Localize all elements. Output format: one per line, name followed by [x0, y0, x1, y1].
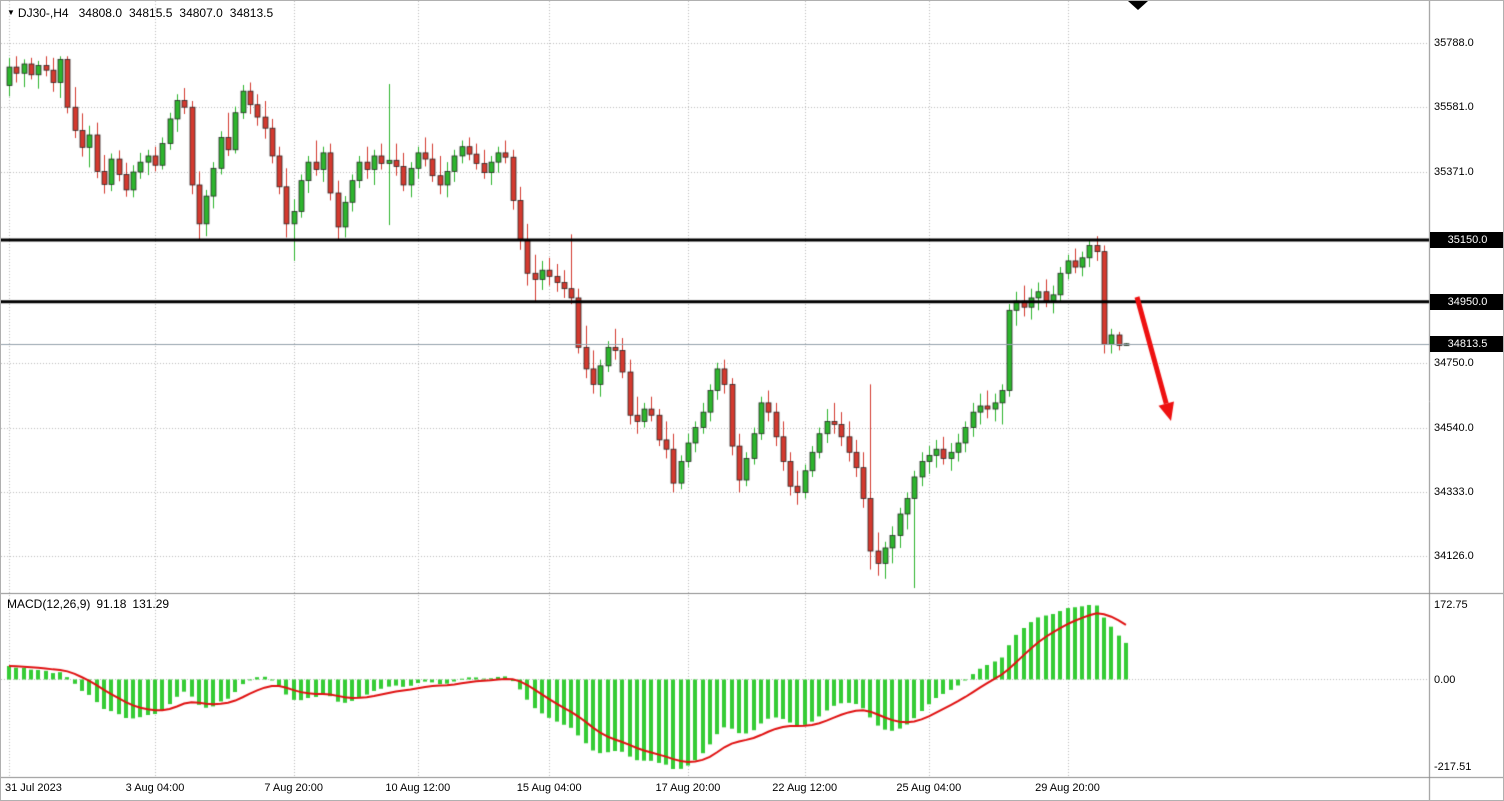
- hline-price-badge[interactable]: 35150.0: [1430, 231, 1503, 248]
- ohlc-open: 34808.0: [78, 6, 122, 20]
- time-tick-label: 15 Aug 04:00: [516, 782, 582, 794]
- symbol-timeframe-label: DJ30-,H4: [17, 6, 69, 20]
- time-tick-label: 17 Aug 20:00: [655, 782, 721, 794]
- price-tick-label: 34333.0: [1434, 486, 1474, 499]
- price-tick-label: 35371.0: [1434, 165, 1474, 178]
- price-tick-label: 35788.0: [1434, 37, 1474, 49]
- price-tick-label: 35581.0: [1434, 100, 1474, 113]
- ohlc-high: 34815.5: [129, 6, 173, 20]
- time-axis[interactable]: 31 Jul 2023 3 Aug 04:00 7 Aug 20:00 10 Aug …: [1, 780, 1429, 800]
- macd-axis-label-bottom: -217.51: [1434, 761, 1472, 773]
- time-tick-label: 22 Aug 12:00: [772, 782, 838, 794]
- chart-ohlc-info: ▼ DJ30-,H4 34808.0 34815.5 34807.0 34813.5: [7, 6, 280, 20]
- time-tick-label: 7 Aug 20:00: [264, 782, 324, 794]
- time-tick-label: 25 Aug 04:00: [896, 782, 962, 794]
- macd-axis-label-top: 172.75: [1434, 599, 1468, 611]
- macd-axis-label-zero: 0.00: [1434, 673, 1456, 686]
- price-tick-label: 34540.0: [1434, 422, 1474, 435]
- current-price-badge: 34813.5: [1430, 335, 1503, 352]
- macd-title: MACD(12,26,9): [7, 597, 91, 611]
- price-tick-label: 34126.0: [1434, 549, 1474, 562]
- hline-price-badge[interactable]: 34950.0: [1430, 293, 1503, 310]
- price-tick-label: 34750.0: [1434, 357, 1474, 370]
- ohlc-close: 34813.5: [229, 6, 274, 20]
- chart-shift-marker: [1128, 1, 1148, 10]
- price-axis[interactable]: 35788.0 35581.0 35371.0 34750.0 34540.0 34333…: [1430, 1, 1503, 800]
- time-tick-label: 10 Aug 12:00: [385, 782, 451, 794]
- macd-value: 91.18: [96, 597, 127, 611]
- macd-indicator-label: MACD(12,26,9) 91.18 131.29: [7, 597, 169, 611]
- macd-signal-value: 131.29: [132, 597, 170, 611]
- time-tick-label: 31 Jul 2023: [5, 782, 62, 794]
- time-tick-label: 3 Aug 04:00: [125, 782, 185, 794]
- time-tick-label: 29 Aug 20:00: [1035, 782, 1100, 794]
- symbol-dropdown-icon[interactable]: ▼: [7, 8, 15, 17]
- ohlc-low: 34807.0: [179, 6, 223, 20]
